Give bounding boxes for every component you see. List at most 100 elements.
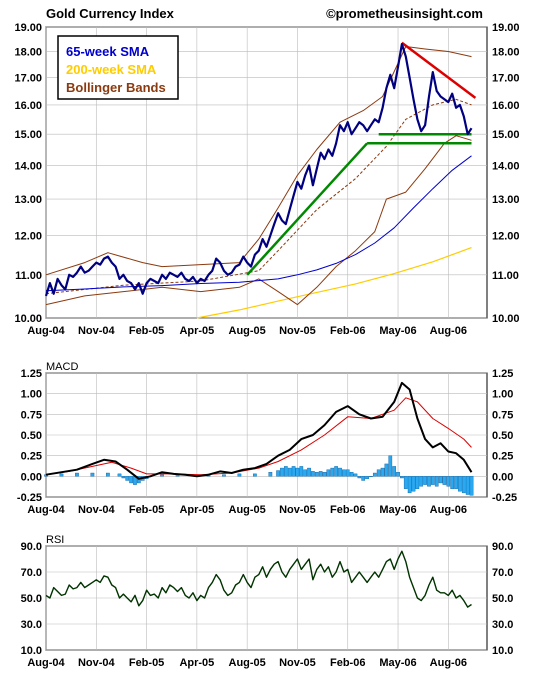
rsi-x-tick: Aug-04 <box>27 657 65 669</box>
macd-histogram-bar <box>342 469 346 477</box>
macd-histogram-bar <box>380 467 385 477</box>
macd-x-tick: Aug-06 <box>430 504 467 516</box>
main-x-tick: Feb-05 <box>129 325 164 337</box>
macd-histogram-bar <box>160 474 164 477</box>
macd-histogram-bar <box>345 469 350 477</box>
macd-y-tick-left: 0.50 <box>21 430 42 442</box>
macd-histogram-bar <box>450 476 455 489</box>
rsi-x-tick: May-06 <box>379 657 416 669</box>
macd-y-tick-left: 0.75 <box>21 409 42 421</box>
macd-x-tick: Nov-04 <box>78 504 116 516</box>
sma200-line <box>196 247 472 319</box>
trendline-0 <box>246 142 369 276</box>
macd-histogram-bar <box>326 469 331 477</box>
rsi-y-tick-right: 30.0 <box>492 619 513 631</box>
source-credit: ©prometheusinsight.com <box>326 6 483 21</box>
macd-y-tick-right: 0.25 <box>492 451 513 463</box>
rsi-y-tick-right: 50.0 <box>492 593 513 605</box>
macd-histogram-bar <box>276 470 280 477</box>
macd-y-tick-right: 0.50 <box>492 430 513 442</box>
rsi-y-tick-left: 90.0 <box>21 541 42 553</box>
macd-y-tick-left: 1.00 <box>21 389 42 401</box>
rsi-x-tick: Nov-04 <box>78 657 116 669</box>
main-x-tick: Nov-04 <box>78 325 116 337</box>
main-y-tick-left: 14.00 <box>14 160 42 172</box>
main-y-tick-right: 12.00 <box>492 230 520 242</box>
macd-y-tick-right: -0.25 <box>492 492 517 504</box>
macd-histogram-bar <box>442 476 447 485</box>
macd-histogram-bar <box>295 467 300 477</box>
bollinger-mid-line <box>45 98 472 295</box>
macd-histogram-bar <box>430 476 435 485</box>
macd-histogram-bar <box>338 467 342 477</box>
gold-index-price-line <box>44 42 473 297</box>
macd-histogram-bar <box>361 476 366 481</box>
macd-histogram-bar <box>303 469 308 477</box>
macd-histogram-bar <box>311 471 315 477</box>
rsi-x-tick: Aug-05 <box>229 657 266 669</box>
rsi-y-tick-right: 10.0 <box>492 645 513 657</box>
main-y-tick-left: 12.00 <box>14 230 42 242</box>
main-y-tick-right: 18.00 <box>492 47 520 59</box>
macd-histogram-bar <box>458 476 462 492</box>
main-x-tick: Aug-04 <box>27 325 65 337</box>
macd-histogram-bar <box>369 476 373 478</box>
rsi-y-tick-right: 90.0 <box>492 541 513 553</box>
rsi-x-tick: Nov-05 <box>279 657 316 669</box>
macd-histogram-bar <box>438 476 443 484</box>
bollinger-lower-line <box>45 135 472 306</box>
main-y-tick-left: 17.00 <box>14 72 42 84</box>
macd-y-tick-right: 1.25 <box>492 368 513 380</box>
main-x-tick: Nov-05 <box>279 325 316 337</box>
rsi-panel-title: RSI <box>46 534 64 546</box>
macd-y-tick-left: -0.25 <box>17 492 42 504</box>
legend-entry-bollinger: Bollinger Bands <box>66 80 166 95</box>
macd-histogram-bar <box>291 466 296 477</box>
macd-histogram-bar <box>384 463 389 477</box>
legend-entry-sma65: 65-week SMA <box>66 44 150 59</box>
macd-histogram-bar <box>388 455 393 477</box>
rsi-y-tick-left: 50.0 <box>21 593 42 605</box>
macd-histogram-bar <box>90 472 95 477</box>
main-y-tick-left: 19.00 <box>14 22 42 34</box>
macd-histogram-bar <box>330 467 335 477</box>
macd-histogram-bar <box>117 473 122 477</box>
macd-histogram-bar <box>280 467 284 477</box>
macd-histogram-bar <box>121 476 126 479</box>
main-y-tick-right: 16.00 <box>492 100 520 112</box>
macd-histogram-bar <box>469 476 474 496</box>
legend: 65-week SMA 200-week SMA Bollinger Bands <box>57 35 179 100</box>
macd-x-tick: Aug-05 <box>229 504 266 516</box>
rsi-x-tick: Apr-05 <box>179 657 214 669</box>
macd-histogram-bar <box>400 476 404 479</box>
macd-histogram-bar <box>307 467 311 477</box>
main-y-tick-left: 16.00 <box>14 100 42 112</box>
macd-histogram-bar <box>222 474 226 477</box>
main-y-tick-right: 10.00 <box>492 313 520 325</box>
main-y-tick-right: 13.00 <box>492 194 520 206</box>
main-x-tick: Apr-05 <box>179 325 214 337</box>
macd-histogram-bar <box>403 476 408 489</box>
macd-y-tick-right: 1.00 <box>492 389 513 401</box>
macd-line <box>45 381 473 480</box>
macd-x-tick: Apr-05 <box>179 504 214 516</box>
main-x-tick: Feb-06 <box>330 325 365 337</box>
rsi-x-tick: Feb-05 <box>129 657 164 669</box>
rsi-x-tick: Feb-06 <box>330 657 365 669</box>
macd-histogram-bar <box>299 466 304 477</box>
macd-x-tick: May-06 <box>379 504 416 516</box>
macd-x-tick: Feb-06 <box>330 504 365 516</box>
main-y-tick-right: 17.00 <box>492 72 520 84</box>
macd-histogram-bar <box>357 476 362 479</box>
macd-histogram-bar <box>407 476 412 494</box>
macd-histogram-bar <box>415 476 420 489</box>
macd-histogram-bar <box>268 472 273 477</box>
macd-histogram-bar <box>314 472 319 477</box>
macd-histogram-bar <box>454 476 458 489</box>
macd-histogram-bar <box>322 472 327 477</box>
main-y-tick-left: 13.00 <box>14 194 42 206</box>
macd-histogram-bar <box>349 472 354 477</box>
macd-histogram-bar <box>465 476 470 495</box>
macd-histogram-bar <box>175 475 180 477</box>
